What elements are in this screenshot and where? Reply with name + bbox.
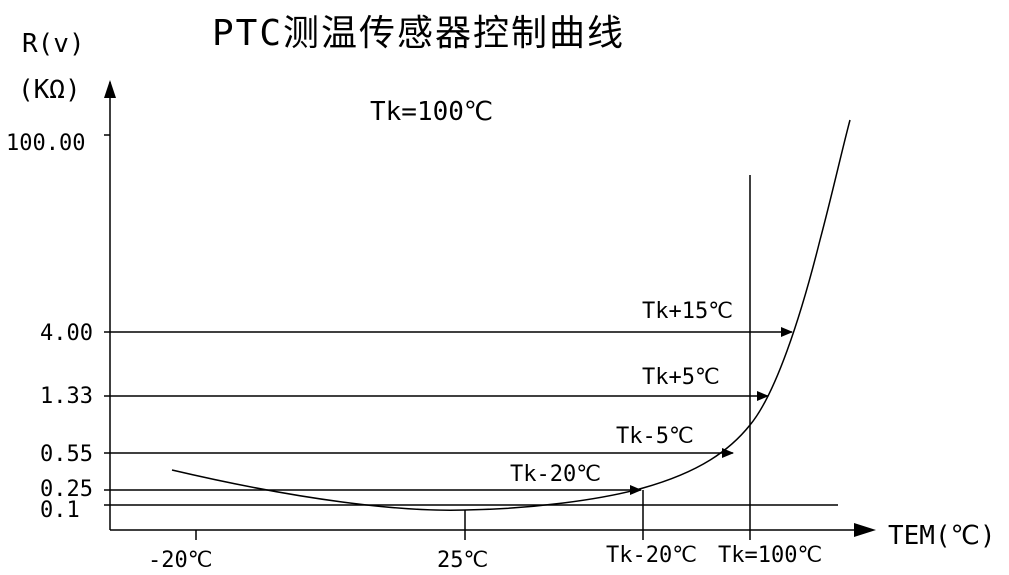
x-tick-label: Tk-20℃ <box>606 543 697 568</box>
x-axis-label: TEM(℃) <box>888 521 995 551</box>
marker-label: Tk+15℃ <box>642 299 733 324</box>
y-axis-arrow <box>104 80 116 98</box>
y-tick-label: 0.55 <box>40 442 93 467</box>
y-axis-label-line2: (KΩ) <box>18 75 81 105</box>
y-tick-label: 0.25 <box>40 477 93 502</box>
marker-label: Tk+5℃ <box>642 365 720 390</box>
diagram-title: PTC测温传感器控制曲线 <box>212 13 625 54</box>
marker-label: Tk-5℃ <box>616 424 694 449</box>
y-tick-label: 4.00 <box>40 321 93 346</box>
marker-label: Tk-20℃ <box>510 462 601 487</box>
ptc-resistance-curve <box>171 119 851 511</box>
diagram-subtitle: Tk=100℃ <box>370 97 493 127</box>
x-tick-label: -20℃ <box>148 548 212 573</box>
y-tick-label: 1.33 <box>40 384 93 409</box>
y-tick-label: 0.1 <box>40 498 80 523</box>
y-axis-label-line1: R(v) <box>22 29 85 59</box>
x-tick-label: Tk=100℃ <box>718 543 822 568</box>
y-tick-label: 100.00 <box>6 131 85 156</box>
x-axis-arrow <box>854 523 876 537</box>
x-tick-label: 25℃ <box>437 548 488 573</box>
